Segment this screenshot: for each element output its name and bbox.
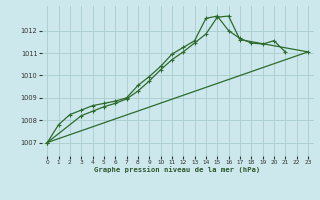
X-axis label: Graphe pression niveau de la mer (hPa): Graphe pression niveau de la mer (hPa) — [94, 167, 261, 173]
